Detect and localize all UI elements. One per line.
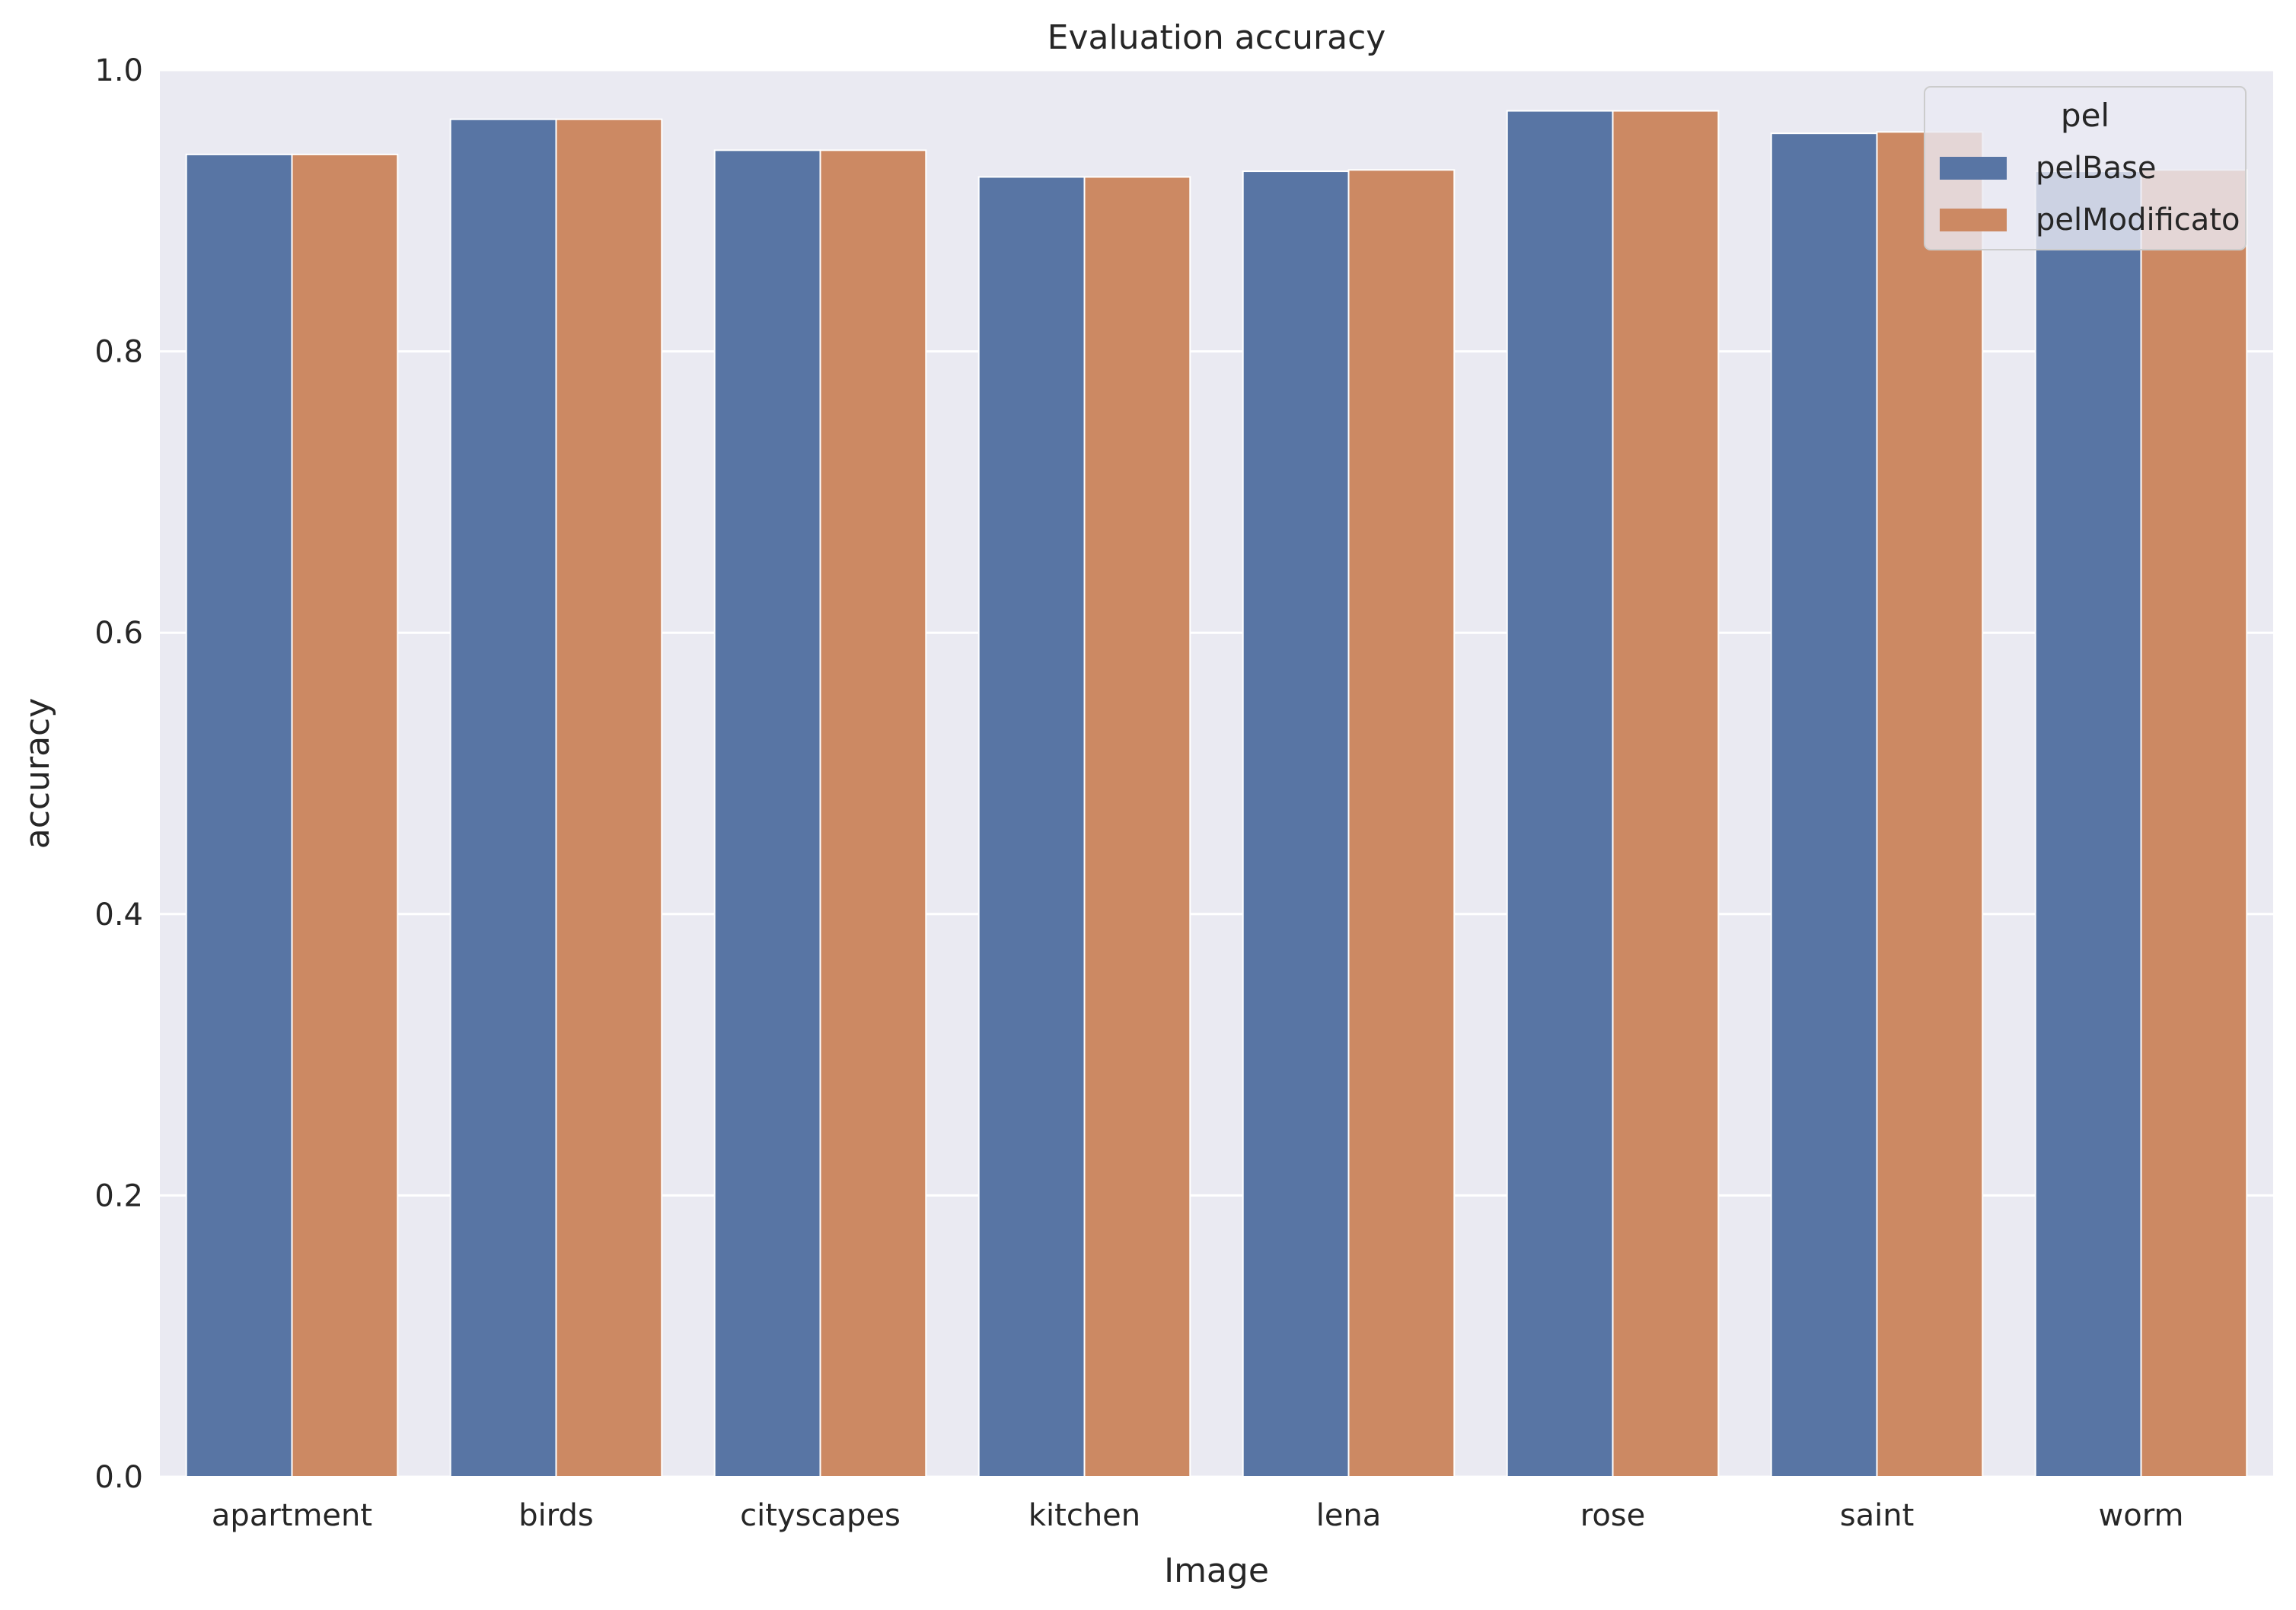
bar-pelModificato-saint (1876, 131, 1984, 1478)
bar-pelBase-saint (1770, 132, 1878, 1478)
bar-pelModificato-cityscapes (819, 149, 927, 1478)
legend-swatch-pelModificato (1940, 209, 2007, 231)
bar-pelBase-kitchen (977, 176, 1086, 1478)
legend-label: pelModificato (2036, 202, 2240, 238)
y-tick-label: 0.0 (94, 1460, 143, 1495)
x-tick-label: cityscapes (740, 1498, 901, 1533)
y-tick-label: 1.0 (94, 53, 143, 88)
x-axis-label: Image (1164, 1551, 1269, 1590)
legend: pel pelBase pelModificato (1924, 86, 2247, 250)
y-tick-label: 0.2 (94, 1178, 143, 1213)
bar-pelModificato-rose (1612, 110, 1720, 1478)
bar-pelModificato-lena (1347, 169, 1456, 1478)
bar-pelBase-rose (1506, 110, 1614, 1478)
y-axis-label: accuracy (18, 698, 57, 850)
bar-pelModificato-apartment (291, 153, 399, 1478)
bar-pelBase-birds (449, 118, 557, 1478)
bar-pelBase-cityscapes (713, 149, 821, 1478)
x-tick-label: birds (518, 1498, 593, 1533)
chart-title: Evaluation accuracy (1048, 18, 1386, 57)
bars (185, 110, 2248, 1478)
bar-pelBase-lena (1242, 171, 1350, 1478)
x-tick-label: rose (1580, 1498, 1646, 1533)
y-tick-label: 0.4 (94, 897, 143, 933)
x-tick-label: kitchen (1028, 1498, 1140, 1533)
x-tick-label: lena (1316, 1498, 1382, 1533)
bar-pelBase-worm (2034, 171, 2142, 1478)
y-tick-label: 0.8 (94, 335, 143, 370)
x-tick-label: worm (2099, 1498, 2184, 1533)
x-tick-label: apartment (212, 1498, 372, 1533)
legend-title: pel (2061, 97, 2109, 134)
legend-label: pelBase (2036, 151, 2157, 186)
bar-pelBase-apartment (185, 153, 293, 1478)
bar-pelModificato-birds (555, 118, 663, 1478)
y-tick-label: 0.6 (94, 616, 143, 651)
x-axis-ticks: apartment birds cityscapes kitchen lena rose s… (212, 1498, 2184, 1533)
bar-pelModificato-worm (2140, 169, 2248, 1478)
y-axis-ticks: 0.0 0.2 0.4 0.6 0.8 1.0 (94, 53, 143, 1495)
bar-pelModificato-kitchen (1083, 176, 1191, 1478)
x-tick-label: saint (1840, 1498, 1915, 1533)
legend-swatch-pelBase (1940, 157, 2007, 180)
